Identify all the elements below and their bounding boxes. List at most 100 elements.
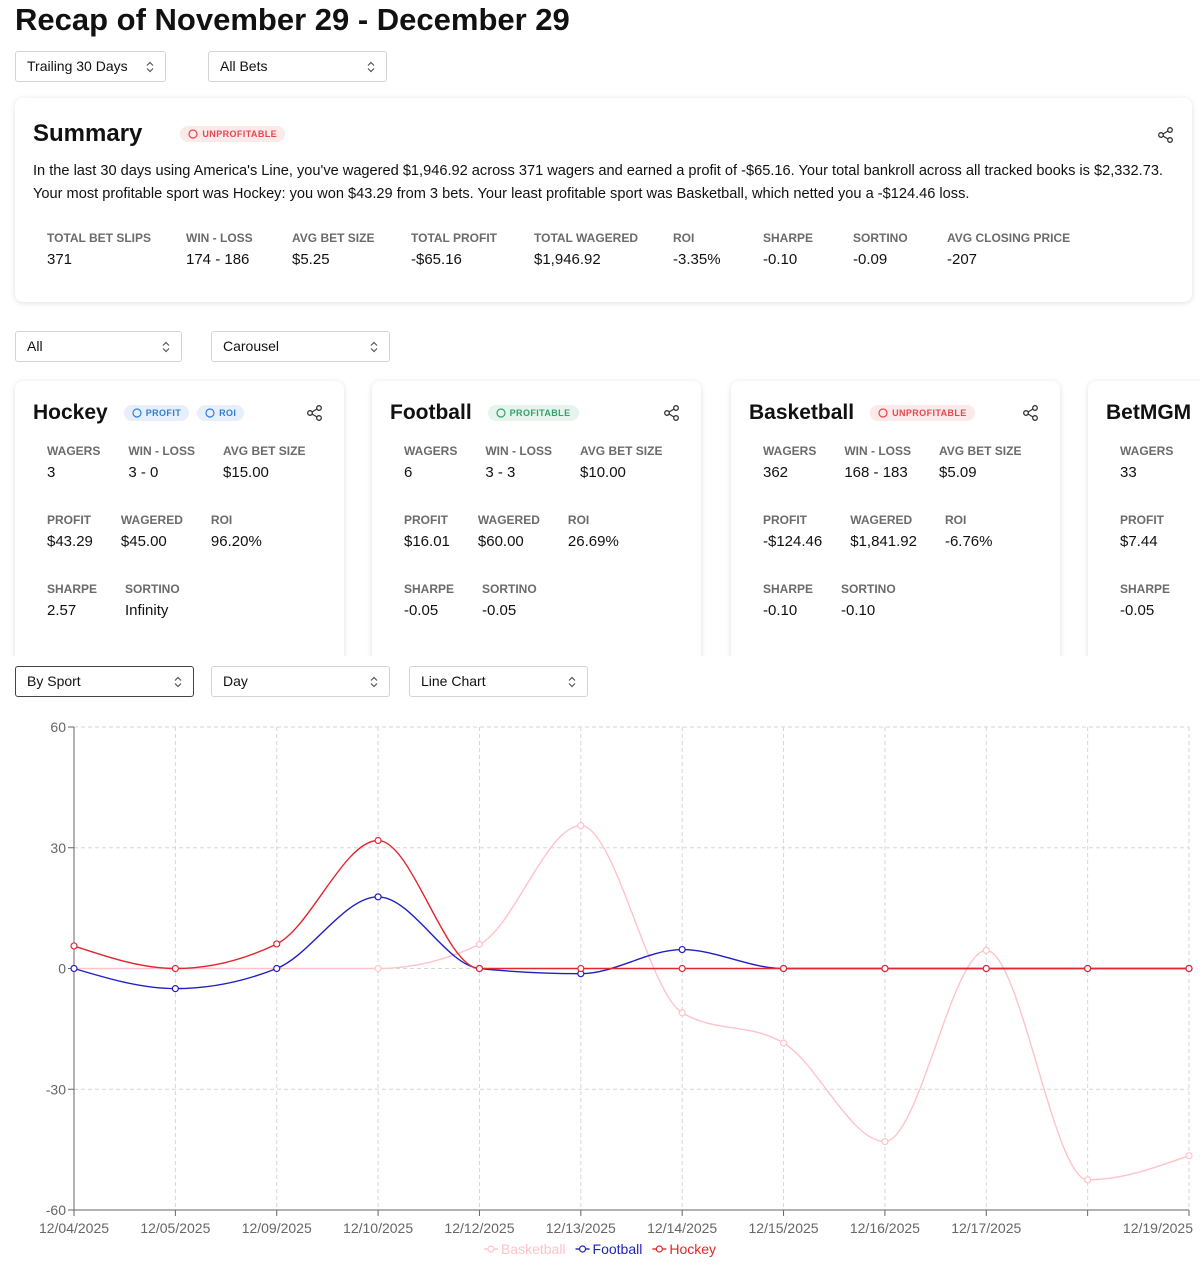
- summary-stat: ROI -3.35%: [673, 231, 721, 268]
- chevron-shape: [367, 61, 375, 73]
- summary-stat: TOTAL PROFIT -$65.16: [411, 231, 497, 268]
- data-point: [273, 940, 281, 948]
- stat-label: SORTINO: [841, 582, 896, 596]
- stat-value: -207: [947, 251, 978, 268]
- card-stat: ROI 96.20%: [211, 513, 262, 550]
- dropdown[interactable]: By Sport: [15, 666, 194, 697]
- data-point: [273, 964, 281, 973]
- y-tick-label: -30: [46, 1081, 66, 1097]
- legend-item[interactable]: Hockey: [652, 1241, 716, 1257]
- dropdown-label: By Sport: [27, 673, 81, 689]
- legend-item[interactable]: Basketball: [483, 1241, 566, 1257]
- card-stat: WIN - LOSS 3 - 0: [128, 444, 195, 481]
- series-line: [73, 839, 1189, 970]
- share-button[interactable]: [663, 404, 681, 422]
- stat-value: $43.29: [47, 533, 93, 550]
- y-tick-label: 0: [58, 961, 66, 977]
- stat-value: $45.00: [120, 533, 167, 550]
- dropdown[interactable]: Carousel: [211, 331, 390, 362]
- share-node: [673, 415, 679, 421]
- y-tick-label: -60: [46, 1202, 66, 1218]
- data-point: [374, 964, 382, 973]
- share-node: [316, 405, 322, 411]
- dropdown[interactable]: All: [15, 331, 182, 362]
- stat-label: PROFIT: [47, 513, 91, 527]
- stat-label: SHARPE: [47, 582, 98, 596]
- x-tick-label: 12/14/2025: [647, 1220, 717, 1236]
- x-tick-label: 12/10/2025: [343, 1220, 413, 1236]
- share-button[interactable]: [306, 404, 324, 422]
- stat-value: $15.00: [223, 464, 269, 481]
- share-button[interactable]: [1022, 404, 1040, 422]
- data-point: [982, 946, 990, 954]
- badge-icon: [878, 408, 888, 418]
- chevron-icon: [162, 341, 170, 353]
- data-point: [881, 964, 889, 973]
- card-stat: SORTINO Infinity: [125, 582, 180, 619]
- stat-label: AVG BET SIZE: [580, 444, 663, 458]
- dropdown-label: Line Chart: [421, 673, 486, 689]
- card-header: BetMGM: [1106, 401, 1199, 425]
- card-stat-row: PROFIT $43.29 WAGERED $45.00 ROI 96.20%: [47, 513, 262, 550]
- stat-label: WAGERS: [404, 444, 458, 458]
- legend-marker: [487, 1245, 495, 1253]
- stat-value: 371: [47, 251, 73, 268]
- card-stat: SORTINO -0.05: [482, 582, 537, 619]
- badge: PROFIT: [123, 405, 190, 421]
- stat-label: SORTINO: [125, 582, 180, 596]
- chevron-icon: [370, 676, 378, 688]
- summary-header: Summary UNPROFITABLE: [33, 120, 286, 148]
- dropdown[interactable]: All Bets: [208, 51, 387, 82]
- stat-value: $1,946.92: [534, 251, 601, 268]
- stat-value: $7.44: [1120, 533, 1158, 550]
- badge-icon: [188, 129, 198, 139]
- stat-label: WIN - LOSS: [844, 444, 912, 458]
- card-stat: ROI 26.69%: [568, 513, 619, 550]
- stat-label: PROFIT: [763, 513, 807, 527]
- dropdown-label: Day: [223, 673, 248, 689]
- y-tick-label: 30: [50, 840, 66, 856]
- share-link: [1162, 130, 1169, 140]
- stat-label: TOTAL BET SLIPS: [47, 231, 152, 245]
- stat-label: SORTINO: [482, 582, 537, 596]
- summary-line: Your most profitable sport was Hockey: y…: [33, 186, 970, 202]
- sport-card: Basketball UNPROFITABLE WAGERS 362 WIN - LOS…: [731, 381, 1060, 656]
- chevron-icon: [568, 676, 576, 688]
- stat-label: WIN - LOSS: [485, 444, 553, 458]
- card-carousel: Hockey PROFIT ROI WAGERS 3 WIN - LOSS 3 - 0 AVG…: [0, 375, 1200, 656]
- legend-label: Basketball: [501, 1241, 566, 1257]
- stat-value: -0.10: [763, 602, 798, 619]
- stat-value: -0.10: [841, 602, 876, 619]
- chevron-shape: [174, 676, 182, 688]
- dropdown[interactable]: Trailing 30 Days: [15, 51, 166, 82]
- line-chart: -60 -30 0 30 60 12/04/2025 12/05/2025 12/09/202…: [39, 719, 1193, 1257]
- card-stat: AVG BET SIZE $5.09: [939, 444, 1021, 481]
- stat-label: WAGERED: [477, 513, 540, 527]
- data-point: [1185, 964, 1193, 973]
- summary-stat: TOTAL WAGERED $1,946.92: [534, 231, 638, 268]
- x-tick-label: 12/19/2025: [1123, 1220, 1193, 1236]
- chevron-shape: [162, 341, 170, 353]
- x-tick-label: 12/09/2025: [242, 1220, 312, 1236]
- page-title: Recap of November 29 - December 29: [15, 2, 570, 37]
- card-stat: SHARPE 2.57: [47, 582, 97, 619]
- card-stat-row: WAGERS 33: [1120, 444, 1173, 481]
- legend-item[interactable]: Football: [575, 1241, 643, 1257]
- card-stat: WAGERS 6: [404, 444, 457, 481]
- dropdown-label: All Bets: [220, 58, 268, 74]
- share-node: [1167, 127, 1173, 133]
- share-node: [1158, 132, 1164, 138]
- chevron-icon: [367, 61, 375, 73]
- dropdown[interactable]: Day: [211, 666, 390, 697]
- stat-label: WAGERED: [120, 513, 183, 527]
- stat-label: WAGERED: [850, 513, 913, 527]
- badge-icon-shape: [205, 408, 215, 418]
- badge: ROI: [197, 405, 245, 421]
- share-node: [1032, 415, 1038, 421]
- card-stat-row: SHARPE -0.05 SORTINO -0.05: [404, 582, 537, 619]
- share-button[interactable]: [1157, 126, 1175, 144]
- dropdown[interactable]: Line Chart: [409, 666, 588, 697]
- card-stat-row: SHARPE -0.10 SORTINO -0.10: [763, 582, 896, 619]
- stat-value: 2.57: [47, 602, 77, 619]
- stat-label: SHARPE: [763, 582, 814, 596]
